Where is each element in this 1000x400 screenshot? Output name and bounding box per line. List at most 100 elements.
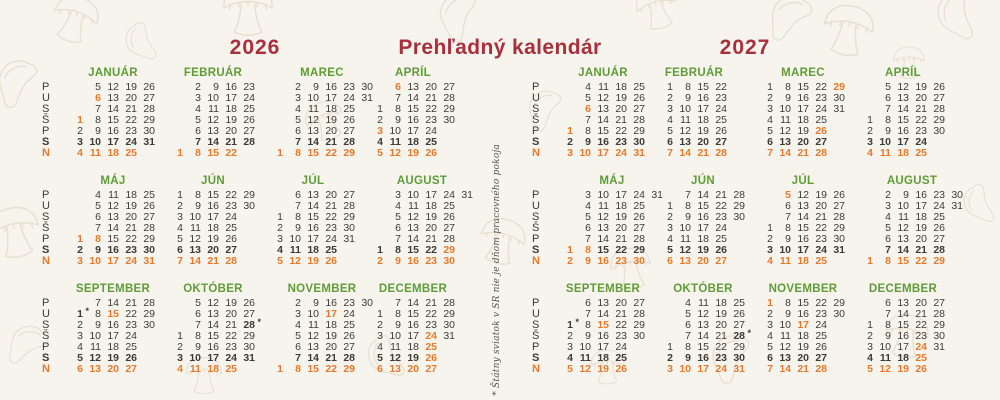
- day-cell: 14: [597, 233, 609, 245]
- day-cell: 3: [667, 363, 673, 375]
- day-cell: 7: [295, 352, 301, 364]
- day-cell: 26: [815, 341, 827, 353]
- day-cell: [440, 148, 458, 159]
- day-cell: 4: [685, 297, 691, 309]
- day-cell: 24: [125, 330, 137, 342]
- day-cell: 7: [95, 297, 101, 309]
- day-cell: 4: [295, 319, 301, 331]
- day-cell: 16: [407, 319, 419, 331]
- day-cell: 20: [225, 125, 237, 137]
- day-cell: [630, 353, 648, 364]
- day-cell: 25: [243, 103, 255, 115]
- day-cell: 12: [389, 147, 401, 159]
- day-cell: 19: [797, 341, 809, 353]
- day-cell: 28: [933, 244, 945, 256]
- day-cell: 16: [107, 244, 119, 256]
- day-cell: 8: [585, 244, 591, 256]
- day-cell: [858, 212, 876, 223]
- day-cell: 7: [95, 103, 101, 115]
- day-cell: 18: [797, 255, 809, 267]
- day-cell: [340, 256, 358, 267]
- month-november-2026: NOVEMBER 2 9 16 23 30 3 10 17 24 4 11 18 25 5 12 19 26 6 13…: [268, 282, 373, 375]
- day-cell: 31: [733, 363, 745, 375]
- day-cell: 17: [697, 222, 709, 234]
- day-cell: 1: [277, 211, 283, 223]
- day-cell: 5: [395, 211, 401, 223]
- day-cell: 17: [915, 200, 927, 212]
- day-cell: 23: [615, 136, 627, 148]
- day-cell: 31: [143, 136, 155, 148]
- day-cell: 25: [715, 114, 727, 126]
- day-cell: 2: [295, 297, 301, 309]
- day-cell: 26: [833, 189, 845, 201]
- day-cell: [558, 190, 576, 201]
- day-cell: 3: [867, 341, 873, 353]
- day-cell: 26: [243, 114, 255, 126]
- day-cell: 4: [95, 189, 101, 201]
- day-cell: 27: [715, 255, 727, 267]
- day-cell: 24: [615, 147, 627, 159]
- day-cell: [168, 126, 186, 137]
- day-cell: 17: [225, 92, 237, 104]
- day-cell: 18: [425, 200, 437, 212]
- day-cell: 3: [195, 92, 201, 104]
- day-cell: 10: [879, 136, 891, 148]
- day-cell: 18: [325, 319, 337, 331]
- month-máj-2027: MÁJ 3 10 17 24 31 4 11 18 25 5 12 19 26 6 13 20 27 7 14 21 28…: [558, 174, 663, 267]
- day-cell: 29: [833, 297, 845, 309]
- day-cell: 5: [667, 125, 673, 137]
- day-cell: 29: [833, 222, 845, 234]
- day-cell: 4: [295, 103, 301, 115]
- day-cell: 30: [633, 255, 645, 267]
- day-cell: 29: [933, 114, 945, 126]
- month-name: DECEMBER: [868, 283, 938, 295]
- day-cell: 27: [425, 363, 437, 375]
- day-cell: 30: [633, 136, 645, 148]
- month-november-2027: NOVEMBER 1 8 15 22 29 2 9 16 23 30 3 10 17 24 4 11 18 25 5 1…: [758, 282, 858, 375]
- day-cell: [268, 115, 286, 126]
- day-cell: 28 *: [243, 317, 261, 331]
- day-cell: 20: [915, 233, 927, 245]
- day-cell: 30: [443, 255, 455, 267]
- day-cell: 20: [225, 308, 237, 320]
- day-cell: 22: [615, 319, 627, 331]
- day-cell: 30: [243, 341, 255, 353]
- day-cell: [858, 234, 876, 245]
- day-cell: [68, 190, 86, 201]
- day-cell: 2: [77, 125, 83, 137]
- day-cell: 1: [867, 114, 873, 126]
- day-cell: 28: [243, 136, 255, 148]
- day-cell: 16: [407, 114, 419, 126]
- day-cell: 8: [585, 125, 591, 137]
- day-cell: 9: [685, 211, 691, 223]
- day-cell: 9: [585, 136, 591, 148]
- month-name: JÚN: [691, 175, 715, 187]
- day-cell: 16: [407, 255, 419, 267]
- day-cell: 25: [915, 147, 927, 159]
- day-cell: 12: [597, 92, 609, 104]
- day-cell: 20: [425, 222, 437, 234]
- day-cell: 19: [715, 308, 727, 320]
- day-cell: 24: [425, 125, 437, 137]
- day-cell: 13: [697, 319, 709, 331]
- month-day-grid: 6 13 20 27 7 14 21 28 1 * 8 15 22 29 2 9 16 23 30 3 10 17 24 4 1…: [558, 298, 658, 375]
- day-cell: 11: [389, 136, 401, 148]
- day-cell: 13: [107, 92, 119, 104]
- day-cell: 5: [585, 92, 591, 104]
- day-cell: [240, 364, 258, 375]
- day-cell: 3: [77, 330, 83, 342]
- day-cell: 20: [915, 297, 927, 309]
- day-cell: 11: [779, 255, 791, 267]
- day-cell: 23: [615, 255, 627, 267]
- day-cell: 10: [679, 103, 691, 115]
- day-cell: 27: [933, 92, 945, 104]
- day-cell: 6: [377, 363, 383, 375]
- day-cell: 20: [615, 103, 627, 115]
- day-cell: 8: [395, 103, 401, 115]
- month-máj-2026: MÁJ 4 11 18 25 5 12 19 26 6 13 20 27 7 14 21 28 1 8 15 22 29 2…: [68, 174, 168, 267]
- day-cell: 24: [815, 244, 827, 256]
- day-cell: 21: [225, 319, 237, 331]
- day-cell: 29: [933, 255, 945, 267]
- day-cell: 22: [815, 297, 827, 309]
- day-cell: 8: [95, 308, 101, 320]
